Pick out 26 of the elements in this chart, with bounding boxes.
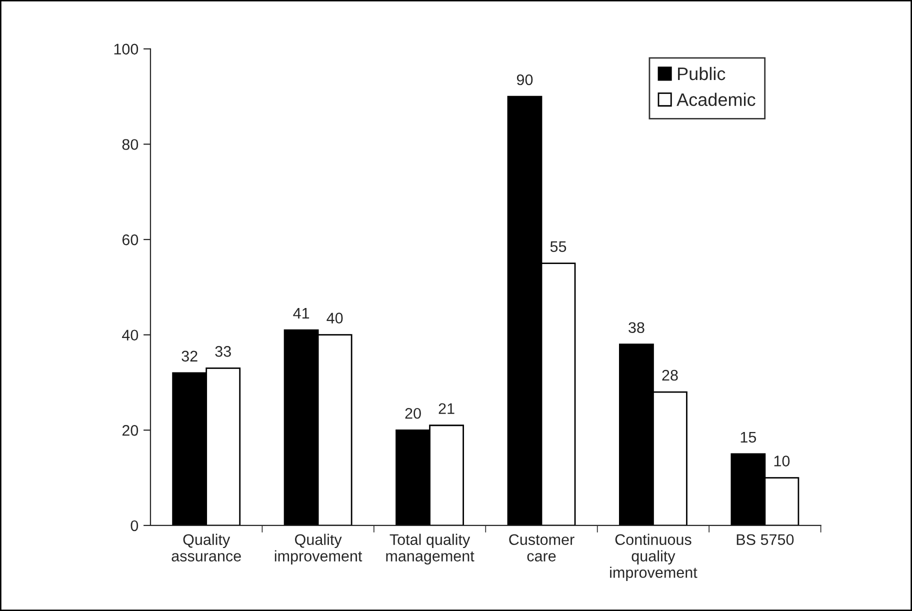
legend-label: Academic — [676, 92, 756, 106]
data-label: 90 — [516, 74, 533, 86]
data-label: 20 — [405, 408, 421, 419]
y-tick-label: 100 — [114, 44, 138, 55]
data-label: 40 — [326, 312, 343, 324]
data-label: 28 — [662, 370, 678, 381]
data-label: 33 — [215, 346, 231, 357]
y-tick-label: 20 — [122, 425, 138, 436]
data-label: 32 — [182, 350, 198, 362]
data-label: 15 — [740, 432, 756, 443]
y-tick-label: 40 — [122, 330, 138, 341]
data-label: 38 — [628, 322, 644, 334]
x-tick-label: Customer care — [509, 534, 574, 562]
legend-label: Public — [678, 66, 726, 80]
data-label: 21 — [438, 403, 454, 414]
data-label: 10 — [774, 456, 790, 466]
x-tick-label: Quality assurance — [172, 534, 241, 562]
data-label: 41 — [293, 308, 310, 319]
x-tick-label: Continuous quality improvement — [610, 534, 698, 581]
y-tick-label: 80 — [122, 139, 138, 150]
data-label: 55 — [550, 241, 566, 252]
x-tick-label: Total quality management — [386, 534, 474, 564]
y-tick-label: 60 — [122, 234, 138, 246]
x-tick-label: BS 5750 — [736, 534, 794, 546]
y-tick-label: 0 — [130, 520, 138, 532]
x-tick-label: Quality improvement — [274, 534, 362, 564]
